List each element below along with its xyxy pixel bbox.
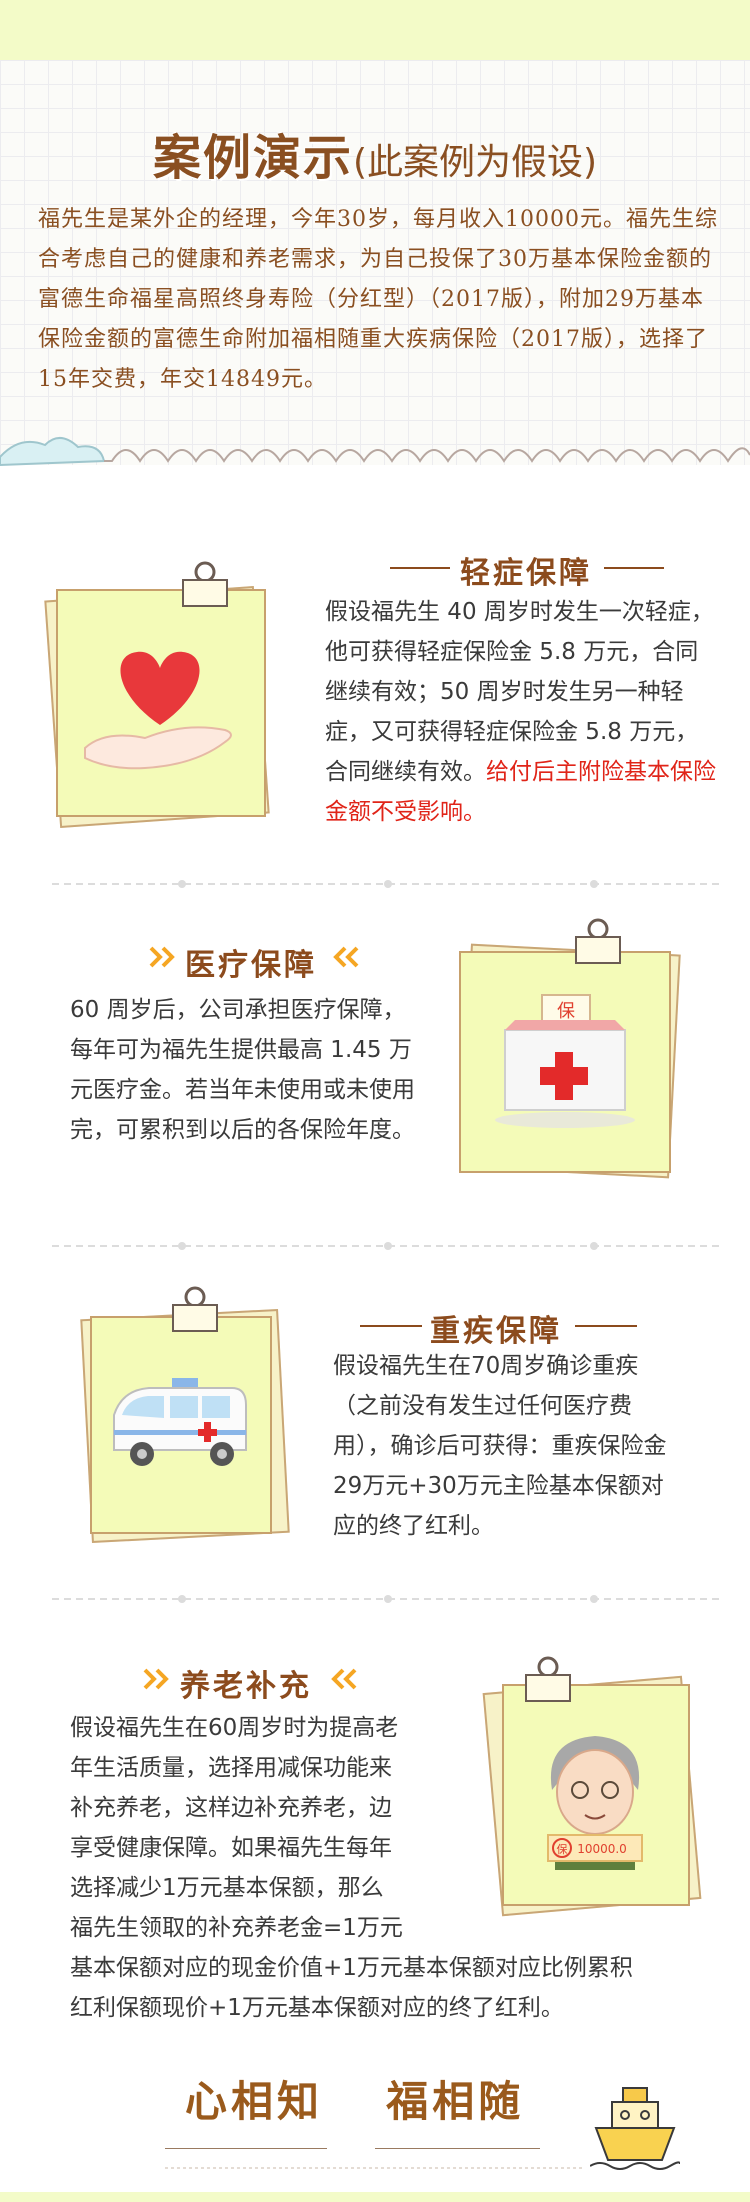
mild-title: 轻症保障 [460,556,592,591]
intro-background [0,60,750,465]
pension-line: 年生活质量，选择用减保功能来 [70,1755,392,1781]
double-arrow-right-icon [143,1668,169,1690]
pension-line: 补充养老，这样边补充养老，边 [70,1795,392,1821]
closing-slogan: 心相知 福相随 [185,2068,524,2129]
sign-bao-char: 保 [557,1842,568,1856]
cloud-wave-divider [0,437,750,467]
mild-title-line-right [604,567,664,569]
pension-line: 选择减少1万元基本保额，那么 [70,1875,384,1901]
paper-clip-icon [575,918,621,964]
dotted-divider [52,880,724,888]
paper-clip-icon [182,561,228,607]
dotted-baseline [165,2167,585,2169]
heart-in-hand-icon [84,651,232,770]
double-arrow-left-icon [331,1668,357,1690]
pension-card: 保 10000.0 [482,1675,705,1917]
critical-title-line-right [575,1325,637,1327]
mild-text: 假设福先生 40 周岁时发生一次轻症，他可获得轻症保险金 5.8 万元，合同继续… [325,592,717,832]
mild-text-main: 假设福先生 40 周岁时发生一次轻症，他可获得轻症保险金 5.8 万元，合同继续… [325,599,714,785]
boat-icon [590,2087,680,2170]
case-title-main: 案例演示 [152,130,353,186]
slogan-left: 心相知 [185,2077,324,2126]
top-band [0,0,750,60]
pension-line: 假设福先生在60周岁时为提高老 [70,1715,399,1741]
sign-amount: 10000.0 [577,1842,627,1856]
critical-text: 假设福先生在70周岁确诊重疾（之前没有发生过任何医疗费用），确诊后可获得：重疾保… [333,1353,667,1539]
medical-card: 保 [455,943,681,1180]
mild-text-highlight: 给付后主附险基本保险金额不受影响。 [325,759,716,825]
elderly-man-icon: 保 10000.0 [547,1736,643,1870]
mild-card [44,585,270,829]
slogan-right: 福相随 [386,2077,525,2126]
bottom-band [0,2192,750,2202]
critical-title-line-left [360,1325,422,1327]
case-title: 案例演示(此案例为假设) [0,118,750,188]
mild-card-front [56,589,266,817]
dotted-divider [52,1595,724,1603]
pension-line: 享受健康保障。如果福先生每年 [70,1835,392,1861]
case-title-note: (此案例为假设) [352,142,598,183]
critical-title: 重疾保障 [430,1314,562,1349]
ambulance-icon [113,1378,247,1466]
medical-title: 医疗保障 [185,948,317,983]
pension-title: 养老补充 [180,1669,312,1704]
paper-clip-icon [172,1286,218,1332]
critical-card [78,1308,290,1544]
case-intro-text: 福先生是某外企的经理，今年30岁，每月收入10000元。福先生综合考虑自己的健康… [38,207,718,392]
pension-line: 福先生领取的补充养老金=1万元 [70,1915,403,1941]
pension-line: 基本保额对应的现金价值+1万元基本保额对应比例累积 [70,1955,633,1981]
mild-title-line-left [390,567,450,569]
slogan-underline-right [375,2148,540,2149]
box-label: 保 [557,1001,575,1022]
dotted-divider [52,1242,724,1250]
paper-clip-icon [525,1656,571,1702]
medical-text: 60 周岁后，公司承担医疗保障，每年可为福先生提供最高 1.45 万元医疗金。若… [70,997,415,1143]
double-arrow-right-icon [149,946,175,968]
pension-text: 假设福先生在60周岁时为提高老 年生活质量，选择用减保功能来 补充养老，这样边补… [70,1708,720,2028]
slogan-underline-left [165,2148,327,2149]
insurance-box-icon: 保 [495,994,635,1128]
double-arrow-left-icon [333,946,359,968]
pension-line: 红利保额现价+1万元基本保额对应的终了红利。 [70,1995,564,2021]
